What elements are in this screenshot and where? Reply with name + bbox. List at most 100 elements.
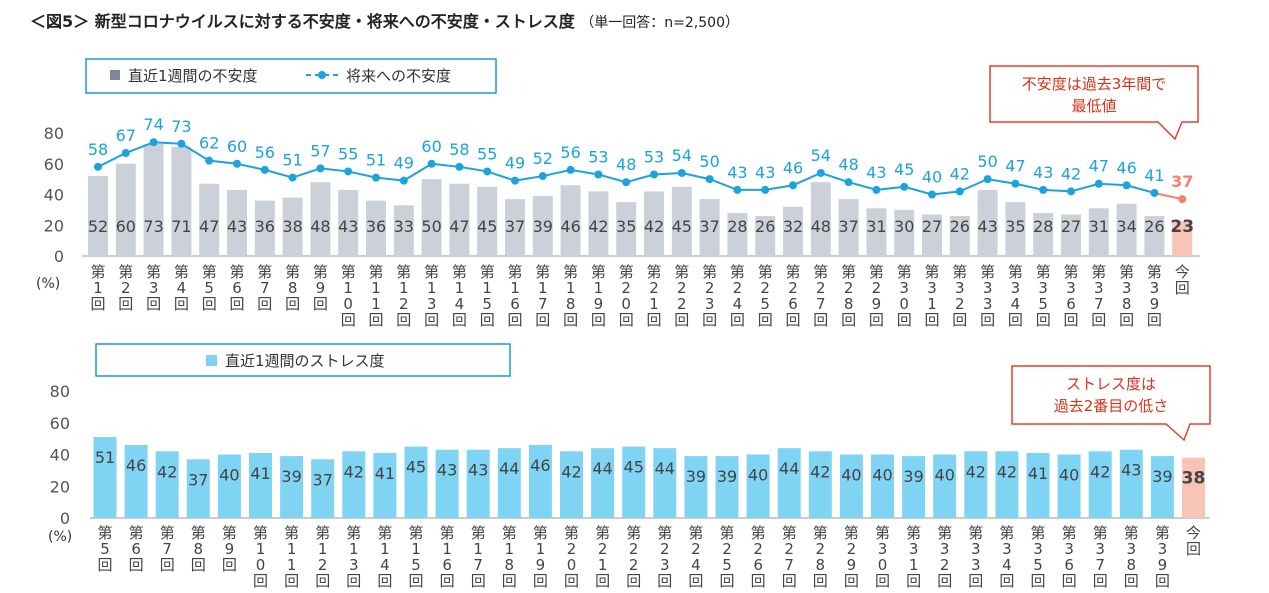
bar-value-label: 27	[922, 217, 942, 236]
bar-stress	[342, 451, 366, 518]
bar-stress	[1119, 449, 1143, 518]
line-value-label: 62	[199, 134, 219, 153]
bar-value-label: 46	[126, 456, 146, 475]
line-point	[983, 175, 992, 184]
line-value-label: 53	[644, 148, 664, 167]
line-point	[1067, 187, 1075, 196]
bar-value-label: 52	[88, 217, 108, 236]
bar-anxiety	[1088, 208, 1109, 256]
line-point	[1178, 195, 1187, 204]
bar-value-label: 46	[560, 217, 580, 236]
callout-text: 過去2番目の低さ	[1054, 397, 1169, 415]
line-point	[928, 190, 936, 199]
bar-anxiety	[1144, 216, 1165, 256]
bar-value-label: 45	[406, 458, 426, 477]
bar-anxiety	[254, 200, 275, 256]
bar-anxiety	[783, 206, 803, 256]
y-tick-label: 20	[50, 477, 70, 496]
line-point	[399, 176, 408, 185]
bar-value-label: 47	[199, 217, 219, 236]
line-value-label: 48	[616, 155, 636, 174]
bar-value-label: 26	[950, 217, 970, 236]
bar-stress	[1057, 454, 1081, 518]
bar-anxiety	[143, 143, 164, 256]
legend-box	[85, 58, 497, 94]
bar-stress	[839, 454, 863, 518]
bar-value-label: 43	[977, 217, 997, 236]
bar-anxiety	[282, 197, 303, 256]
line-value-label: 43	[755, 163, 775, 182]
y-tick-label: 60	[44, 155, 64, 174]
legend-label-future: 将来への不安度	[346, 67, 451, 85]
callout-box	[1011, 365, 1211, 442]
line-point	[316, 164, 325, 173]
bar-value-label: 37	[699, 217, 719, 236]
line-point	[900, 182, 909, 191]
callout-text: ストレス度は	[1066, 375, 1156, 393]
bar-anxiety	[755, 216, 776, 256]
line-point	[260, 165, 269, 174]
bar-value-label: 41	[250, 464, 270, 483]
legend-label-anxiety: 直近1週間の不安度	[128, 67, 258, 85]
bar-value-label: 40	[219, 466, 239, 485]
bar-stress	[435, 449, 459, 518]
bar-anxiety	[894, 209, 915, 256]
line-value-label: 58	[88, 140, 108, 159]
bar-value-label: 42	[588, 217, 608, 236]
bar-stress	[311, 459, 335, 518]
bar-value-label: 43	[227, 217, 247, 236]
bar-anxiety	[449, 183, 470, 256]
bar-value-label: 42	[966, 462, 986, 481]
bar-value-label: 31	[1089, 217, 1109, 236]
legend-swatch-bar	[206, 355, 217, 366]
bar-stress	[280, 456, 304, 518]
y-tick-label: 20	[44, 216, 64, 235]
bar-stress	[186, 459, 210, 518]
bar-value-label: 27	[1061, 217, 1081, 236]
line-value-label: 50	[699, 152, 719, 171]
bar-value-label: 43	[437, 461, 457, 480]
bar-stress	[1088, 451, 1112, 518]
bar-anxiety	[1005, 202, 1026, 256]
line-point	[1150, 188, 1159, 197]
bar-anxiety	[922, 214, 942, 256]
bar-value-label: 43	[1121, 461, 1141, 480]
bar-value-label: 39	[281, 467, 301, 486]
bar-value-label: 37	[188, 470, 208, 489]
bar-anxiety	[949, 216, 970, 256]
line-point	[1094, 179, 1103, 188]
x-tick-label: 今回	[1175, 263, 1190, 297]
bar-stress	[373, 452, 397, 518]
line-point	[1122, 181, 1131, 190]
bar-stress	[995, 451, 1019, 518]
y-tick-label: 80	[50, 382, 70, 401]
legend-swatch-bar	[110, 70, 120, 80]
line-point	[705, 175, 714, 184]
bar-value-label: 39	[903, 467, 923, 486]
bar-anxiety	[1061, 214, 1081, 256]
bar-stress	[591, 448, 615, 518]
bar-stress	[155, 451, 179, 518]
